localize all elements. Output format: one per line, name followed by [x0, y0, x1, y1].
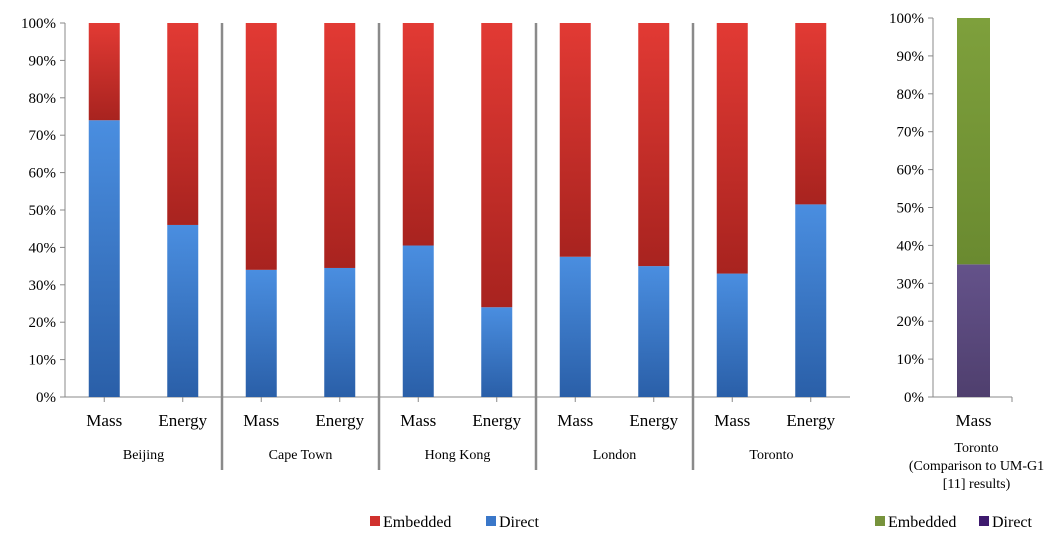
y-tick-label: 40%	[29, 240, 57, 256]
x-category-label: Energy	[158, 411, 207, 430]
y-tick-label: 0%	[904, 390, 924, 406]
x-category-label: Energy	[472, 411, 521, 430]
legend-swatch-embedded	[875, 516, 885, 526]
y-tick-label: 10%	[897, 352, 925, 368]
group-label-line: (Comparison to UM-G1	[909, 459, 1044, 474]
group-label-line: [11] results)	[943, 477, 1011, 492]
legend-label-direct: Direct	[992, 514, 1033, 531]
toronto-comparison-chart: 0% 10% 20% 30% 40% 50% 60% 70% 80% 90% 100% Mass Tor…	[875, 11, 1044, 531]
y-tick-label: 70%	[29, 128, 57, 144]
y-tick-label: 80%	[29, 91, 57, 107]
bar-direct-cape-town-energy	[324, 267, 356, 397]
bar-direct-beijing-mass	[88, 120, 120, 398]
x-category-label: Mass	[243, 411, 279, 430]
y-tick-label: 20%	[29, 315, 57, 331]
group-label: Cape Town	[269, 448, 333, 463]
y-tick-label: 60%	[897, 163, 925, 179]
bar-embedded-beijing-energy	[167, 23, 199, 225]
legend-label-direct: Direct	[499, 514, 540, 531]
y-tick-label: 50%	[29, 203, 57, 219]
bar-direct-toronto-mass	[716, 273, 748, 397]
x-category-label: Energy	[315, 411, 364, 430]
y-tick-label: 80%	[897, 87, 925, 103]
bar-embedded-hong-kong-mass	[402, 23, 434, 246]
x-category-label: Mass	[956, 411, 992, 430]
bar-embedded-toronto-comparison-mass	[957, 18, 990, 265]
x-category-label: Energy	[786, 411, 835, 430]
bar-direct-cape-town-mass	[245, 269, 277, 397]
y-tick-label: 90%	[897, 49, 925, 65]
y-tick-label: 30%	[29, 278, 57, 294]
x-category-label: Mass	[557, 411, 593, 430]
legend-label-embedded: Embedded	[888, 514, 956, 531]
bar-direct-london-mass	[559, 256, 591, 397]
bar-direct-toronto-energy	[795, 204, 827, 397]
y-tick-label: 100%	[21, 16, 56, 32]
group-label: Hong Kong	[425, 448, 491, 463]
y-tick-label: 30%	[897, 276, 925, 292]
y-tick-label: 70%	[897, 125, 925, 141]
bar-embedded-london-energy	[638, 23, 670, 267]
group-label: Toronto	[749, 448, 793, 463]
y-tick-label: 20%	[897, 314, 925, 330]
bar-embedded-cape-town-mass	[245, 23, 277, 270]
x-category-label: Mass	[714, 411, 750, 430]
legend-label-embedded: Embedded	[383, 514, 451, 531]
bar-embedded-toronto-mass	[716, 23, 748, 274]
y-tick-label: 10%	[29, 353, 57, 369]
bar-direct-london-energy	[638, 266, 670, 397]
bar-embedded-beijing-mass	[88, 23, 120, 121]
y-tick-label: 0%	[36, 390, 56, 406]
main-chart: 0% 10% 20% 30% 40% 50% 60% 70% 80% 90% 100% Mass Ene…	[21, 16, 850, 531]
bar-direct-beijing-energy	[167, 224, 199, 397]
bar-embedded-hong-kong-energy	[481, 23, 513, 308]
legend-swatch-direct	[486, 516, 496, 526]
bar-embedded-toronto-energy	[795, 23, 827, 205]
legend-swatch-embedded	[370, 516, 380, 526]
bar-direct-hong-kong-mass	[402, 245, 434, 397]
y-tick-label: 90%	[29, 53, 57, 69]
y-tick-label: 100%	[889, 11, 924, 27]
bar-direct-hong-kong-energy	[481, 307, 513, 397]
legend-swatch-direct	[979, 516, 989, 526]
y-tick-label: 60%	[29, 166, 57, 182]
bar-embedded-london-mass	[559, 23, 591, 257]
x-category-label: Mass	[400, 411, 436, 430]
bar-embedded-cape-town-energy	[324, 23, 356, 268]
group-label: Beijing	[123, 448, 164, 463]
x-category-label: Energy	[629, 411, 678, 430]
group-label: London	[593, 448, 637, 463]
group-label-line: Toronto	[954, 441, 998, 456]
x-category-label: Mass	[86, 411, 122, 430]
y-tick-label: 40%	[897, 238, 925, 254]
y-tick-label: 50%	[897, 201, 925, 217]
bar-direct-toronto-comparison-mass	[957, 264, 990, 397]
